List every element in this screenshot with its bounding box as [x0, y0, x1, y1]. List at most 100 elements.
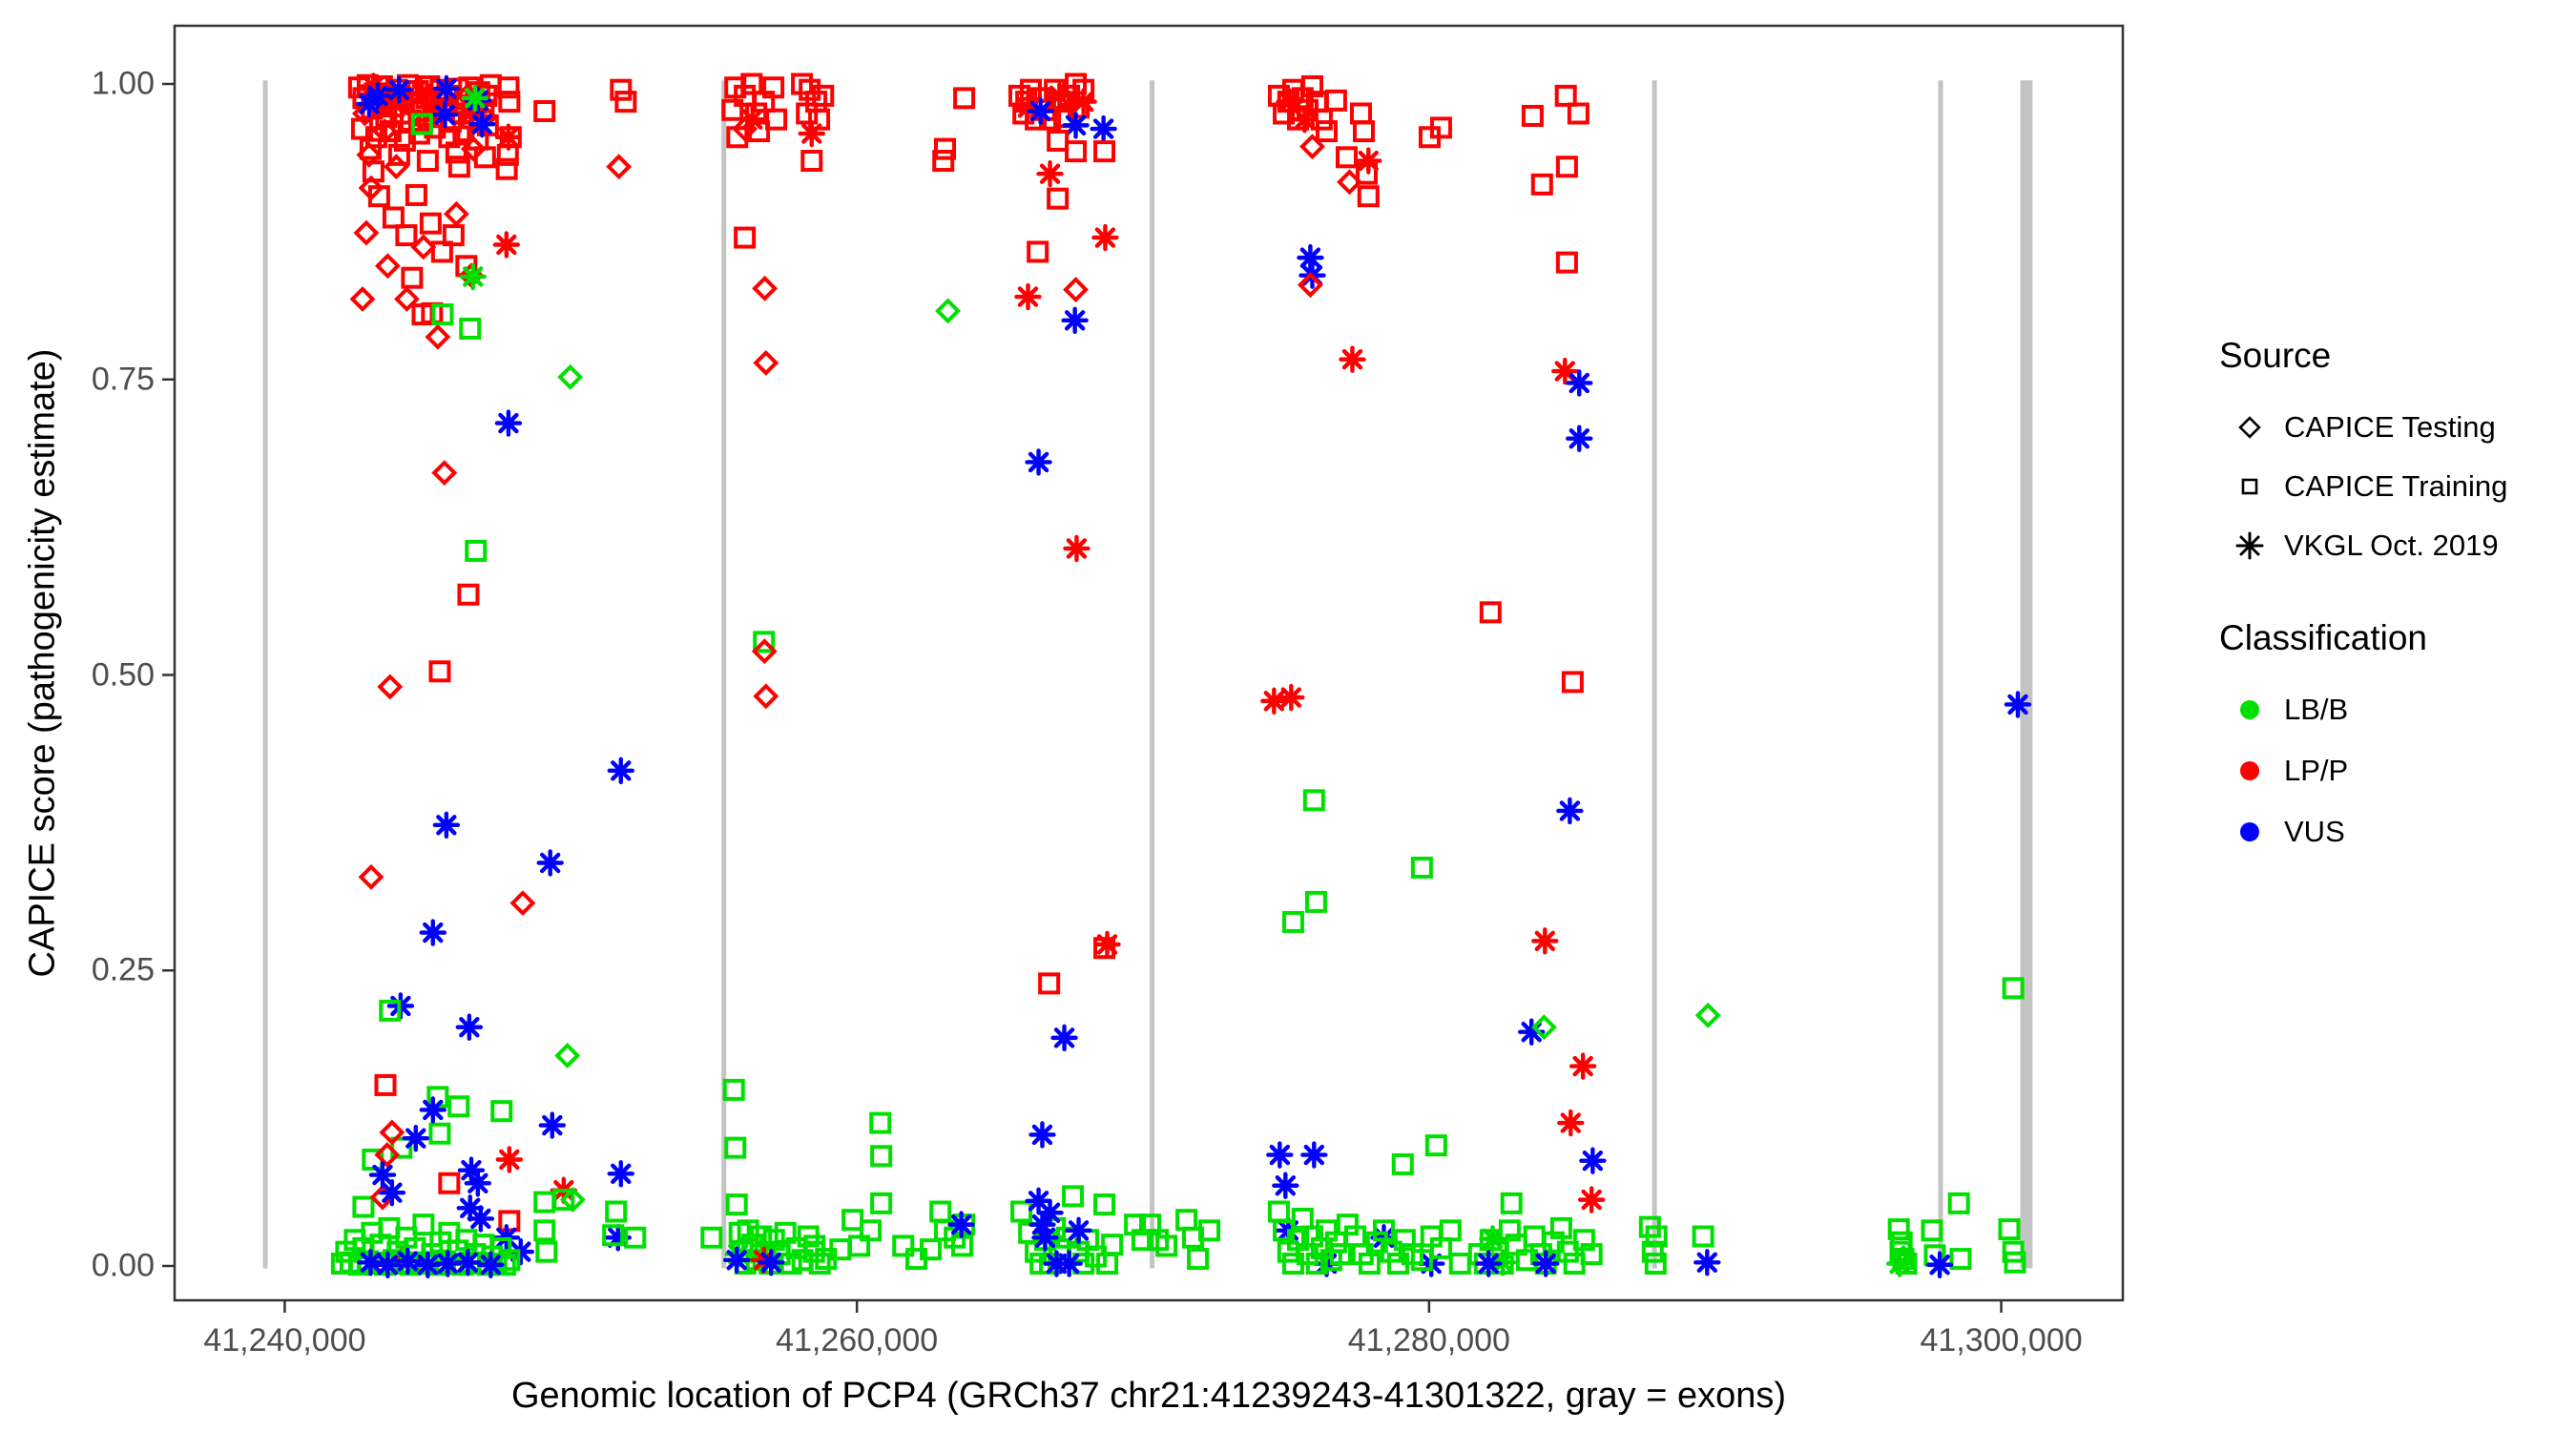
data-point-marker: [2002, 977, 2025, 1000]
data-point-marker: [495, 157, 518, 180]
data-point-marker: [1266, 1141, 1294, 1169]
data-point-marker: [379, 1119, 405, 1146]
data-point-marker: [1046, 82, 1073, 110]
data-point-marker: [1887, 1218, 1910, 1241]
data-point-marker: [402, 1124, 429, 1152]
data-point-marker: [1038, 972, 1061, 995]
legend-item-capice-testing: CAPICE Testing: [2284, 410, 2496, 444]
data-point-marker: [1998, 1218, 2021, 1241]
data-point-marker: [1085, 1245, 1108, 1268]
data-point-marker: [454, 1249, 482, 1276]
data-point-marker: [1062, 112, 1090, 139]
data-point-marker: [497, 76, 520, 99]
data-point-marker: [432, 811, 461, 840]
data-point-marker: [1061, 306, 1089, 334]
data-point-marker: [473, 146, 496, 169]
data-point-marker: [431, 460, 458, 487]
data-point-marker: [848, 1234, 871, 1257]
exon-bar: [262, 80, 268, 1269]
data-point-marker: [1370, 1224, 1398, 1252]
data-point-marker: [457, 99, 485, 128]
data-point-marker: [1090, 114, 1117, 143]
data-point-marker: [432, 74, 461, 103]
lp-p-dot-icon: [2240, 761, 2259, 780]
data-point-marker: [1025, 448, 1052, 476]
data-point-marker: [464, 1170, 492, 1197]
data-point-marker: [459, 317, 482, 340]
data-point-marker: [1357, 185, 1380, 208]
x-tick-label: 41,280,000: [1347, 1322, 1510, 1358]
lb-b-dot-icon: [2240, 700, 2259, 719]
data-point-marker: [498, 1249, 521, 1272]
data-point-marker: [410, 113, 433, 135]
data-point-marker: [1278, 683, 1305, 712]
data-point-marker: [377, 674, 404, 700]
data-point-marker: [1577, 1186, 1606, 1213]
data-point-marker: [538, 1111, 567, 1139]
data-point-marker: [447, 156, 470, 178]
data-point-marker: [1014, 282, 1042, 311]
data-point-marker: [1410, 1249, 1433, 1272]
data-point-marker: [356, 141, 383, 168]
data-point-marker: [1297, 243, 1324, 272]
data-point-marker: [738, 105, 766, 134]
data-point-marker: [460, 135, 487, 162]
data-point-marker: [1047, 129, 1070, 152]
data-point-marker: [953, 87, 976, 110]
data-point-marker: [408, 79, 436, 108]
data-point-marker: [438, 1172, 461, 1194]
data-point-marker: [416, 150, 439, 173]
data-point-marker: [383, 154, 409, 180]
data-point-marker: [1947, 1192, 1970, 1214]
data-point-marker: [605, 1200, 628, 1223]
data-point-marker: [1380, 1240, 1402, 1263]
data-point-marker: [352, 1195, 375, 1218]
data-point-marker: [1070, 88, 1097, 115]
data-point-marker: [750, 1225, 773, 1248]
data-point-marker: [1008, 84, 1030, 107]
y-tick-label: 1.00: [91, 65, 155, 102]
data-point-marker: [1645, 1225, 1668, 1248]
data-point-marker: [552, 1189, 575, 1212]
data-point-marker: [932, 150, 955, 173]
data-point-marker: [1352, 120, 1375, 143]
data-point-marker: [1554, 84, 1577, 107]
square-key-icon: [2241, 478, 2258, 495]
data-point-marker: [1028, 1121, 1056, 1149]
data-point-marker: [803, 1234, 826, 1257]
vus-dot-icon: [2240, 822, 2259, 841]
data-point-marker: [419, 1096, 447, 1124]
exon-bar: [1150, 80, 1155, 1269]
data-point-marker: [557, 363, 584, 390]
data-point-marker: [1355, 147, 1382, 175]
data-point-marker: [492, 231, 521, 259]
data-point-marker: [1641, 1240, 1664, 1263]
data-point-marker: [1272, 1172, 1299, 1199]
data-point-marker: [353, 219, 380, 246]
data-point-marker: [1014, 93, 1042, 121]
data-point-marker: [606, 154, 633, 180]
data-point-marker: [459, 262, 487, 291]
data-point-marker: [1531, 927, 1559, 955]
data-point-marker: [455, 1013, 484, 1041]
data-point-marker: [1424, 1134, 1447, 1157]
data-point-marker: [870, 1145, 893, 1168]
data-point-marker: [1036, 159, 1064, 188]
data-point-marker: [1027, 97, 1054, 125]
data-point-marker: [1063, 277, 1089, 303]
data-point-marker: [1065, 1216, 1092, 1245]
data-point-marker: [753, 349, 779, 376]
data-point-marker: [355, 90, 384, 118]
data-point-marker: [434, 1250, 462, 1277]
data-point-marker: [357, 1249, 384, 1276]
data-point-marker: [700, 1226, 723, 1249]
data-point-marker: [1281, 910, 1304, 933]
data-point-marker: [1062, 1185, 1085, 1208]
legend-item-lb-b: LB/B: [2284, 693, 2349, 726]
data-point-marker: [1566, 425, 1593, 452]
data-point-marker: [1568, 1052, 1597, 1080]
x-tick-label: 41,240,000: [203, 1322, 366, 1358]
data-point-marker: [1693, 1249, 1721, 1276]
data-point-marker: [465, 539, 488, 562]
